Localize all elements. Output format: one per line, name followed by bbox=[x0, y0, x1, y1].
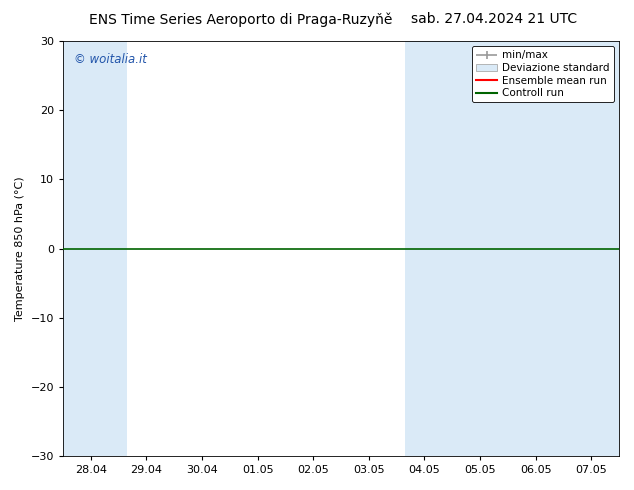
Y-axis label: Temperature 850 hPa (°C): Temperature 850 hPa (°C) bbox=[15, 176, 25, 321]
Bar bbox=[405, 41, 516, 456]
Bar bbox=[63, 41, 127, 456]
Legend: min/max, Deviazione standard, Ensemble mean run, Controll run: min/max, Deviazione standard, Ensemble m… bbox=[472, 46, 614, 102]
Bar bbox=[516, 41, 619, 456]
Text: © woitalia.it: © woitalia.it bbox=[74, 53, 147, 67]
Text: sab. 27.04.2024 21 UTC: sab. 27.04.2024 21 UTC bbox=[411, 12, 578, 26]
Text: ENS Time Series Aeroporto di Praga-Ruzyňě: ENS Time Series Aeroporto di Praga-Ruzyň… bbox=[89, 12, 392, 27]
